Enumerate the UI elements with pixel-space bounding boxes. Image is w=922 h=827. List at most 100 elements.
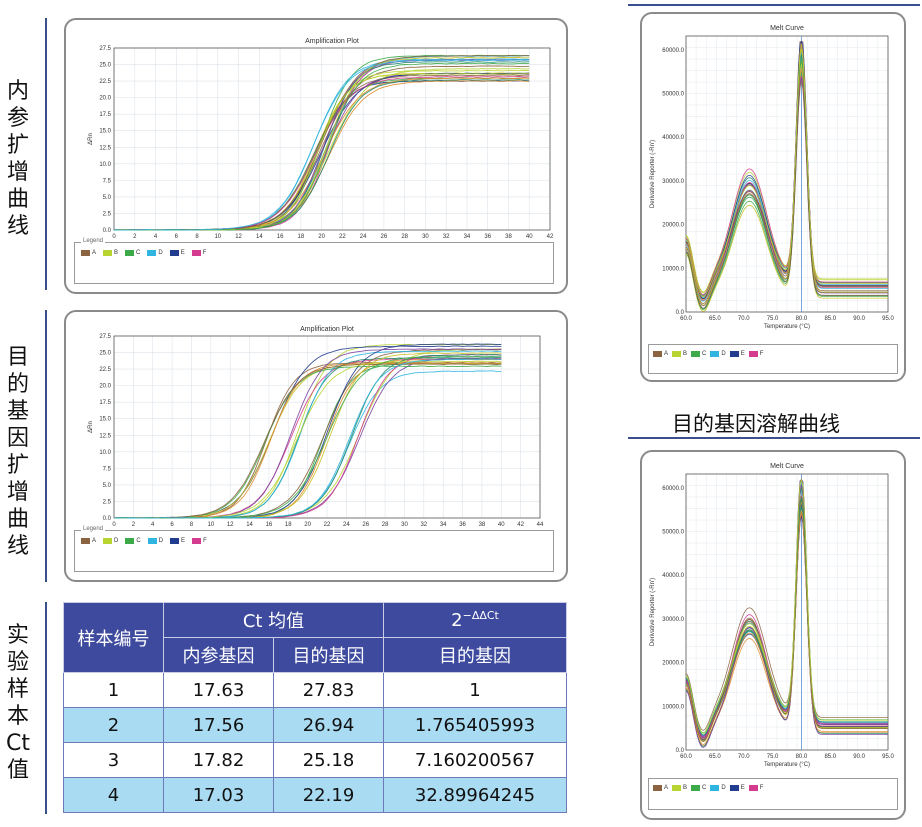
x-tick-label: 6 [170, 522, 174, 528]
legend-swatch [710, 351, 720, 357]
table-row: 3 17.82 25.18 7.160200567 [63, 742, 568, 778]
legend-label: A [92, 250, 97, 256]
x-tick-label: 80.0 [796, 316, 808, 322]
melt-curve [685, 44, 888, 296]
y-tick-label: 20000.0 [662, 223, 684, 229]
melt-curve [685, 511, 888, 745]
header-ddct-base: 2 [451, 610, 463, 631]
legend-label: A [664, 785, 669, 791]
x-tick-label: 26 [381, 234, 388, 240]
melt-curve-chart-bottom: Melt Curve 0.0 10000.0 20000.0 30000.0 40000.… [650, 463, 894, 768]
x-tick-label: 38 [505, 234, 512, 240]
y-tick-label: 30000.0 [662, 179, 684, 185]
legend-swatch [691, 351, 701, 357]
x-tick-label: 85.0 [824, 316, 836, 322]
header-target: 目的基因 [272, 637, 385, 673]
legend-swatch [691, 785, 701, 791]
legend-label: C [702, 351, 707, 357]
melt-curve [685, 68, 888, 301]
x-tick-label: 14 [246, 522, 253, 528]
top-rule [628, 4, 920, 6]
x-axis-label: Temperature (°C) [764, 762, 810, 768]
target-amplification-panel: Amplification Plot 0.0 2.5 5.0 7.5 10.0 12.5 15… [64, 310, 568, 582]
y-tick-label: 40000.0 [662, 573, 684, 579]
melt-curve [685, 60, 888, 312]
x-tick-label: 36 [484, 234, 491, 240]
y-tick-label: 10.0 [99, 162, 111, 168]
section-divider-ref [45, 18, 47, 290]
legend-title: Legend [81, 238, 106, 244]
header-ct-group: Ct 均值 [162, 602, 385, 638]
amplification-curve [113, 358, 502, 519]
x-tick-label: 28 [401, 234, 408, 240]
legend-label: C [136, 538, 141, 544]
legend-swatch [192, 538, 202, 544]
header-ddct-exponent: −ΔΔCt [462, 609, 499, 622]
x-axis-label: Temperature (°C) [764, 324, 810, 330]
x-tick-label: 16 [277, 234, 284, 240]
table-row: 2 17.56 26.94 1.765405993 [63, 707, 568, 743]
legend-item: A [81, 250, 96, 256]
legend-swatch [170, 538, 180, 544]
x-tick-label: 24 [343, 522, 350, 528]
melt-curve [685, 48, 888, 297]
legend-item: D [147, 250, 163, 256]
y-tick-label: 10000.0 [662, 266, 684, 272]
plot-frame [113, 47, 551, 231]
cell-id: 3 [63, 742, 164, 778]
x-tick-label: 65.0 [709, 754, 721, 760]
x-tick-label: 90.0 [853, 754, 865, 760]
cell-ratio: 7.160200567 [383, 742, 568, 778]
legend-label: B [683, 351, 688, 357]
y-tick-label: 22.5 [99, 79, 111, 85]
y-tick-label: 0.0 [103, 228, 112, 234]
legend-item: D [710, 785, 726, 791]
legend-item: C [691, 351, 706, 357]
y-axis-label: Derivative Reporter (-Rn') [650, 140, 656, 208]
legend-swatch [147, 250, 157, 256]
legend-item: C [691, 785, 706, 791]
melt-legend-bottom: A B C D E F [648, 778, 898, 810]
amplification-curve [114, 363, 502, 519]
legend-swatch [125, 538, 135, 544]
y-tick-label: 20.0 [99, 96, 111, 102]
legend-item: E [169, 250, 185, 256]
melt-caption: 目的基因溶解曲线 [672, 412, 840, 436]
chart-title: Melt Curve [770, 463, 804, 470]
legend-label: E [740, 351, 745, 357]
target-curve-label: 目的基因扩增曲线 [6, 345, 29, 559]
x-tick-label: 8 [195, 234, 199, 240]
legend-item: D [147, 538, 163, 544]
legend-label: E [180, 250, 185, 256]
x-tick-label: 95.0 [882, 316, 894, 322]
legend-label: F [203, 538, 207, 544]
x-tick-label: 44 [537, 522, 544, 528]
header-sample: 样本编号 [63, 602, 164, 673]
melt-curve [685, 478, 888, 742]
x-tick-label: 20 [304, 522, 311, 528]
y-tick-label: 7.5 [103, 178, 112, 184]
melt-curve [685, 484, 888, 748]
chart-title: Amplification Plot [305, 38, 359, 45]
y-tick-label: 7.5 [103, 466, 112, 472]
legend-item: E [729, 785, 745, 791]
ref-curve-label: 内参扩增曲线 [6, 79, 29, 239]
y-axis-label: ΔRn [88, 421, 94, 433]
y-tick-label: 5.0 [103, 483, 112, 489]
legend-swatch [748, 351, 758, 357]
melt-curve [685, 479, 888, 734]
legend-item: B [672, 351, 687, 357]
y-tick-label: 50000.0 [662, 92, 684, 98]
y-tick-label: 17.5 [99, 112, 111, 118]
legend-label: E [740, 785, 745, 791]
x-tick-label: 30 [401, 522, 408, 528]
legend-label: D [114, 538, 119, 544]
cell-target: 25.18 [272, 742, 385, 778]
legend-swatch [653, 351, 662, 357]
legend-swatch [710, 785, 720, 791]
melt-curve [685, 59, 888, 311]
legend-swatch [191, 250, 201, 256]
melt-curve [685, 498, 888, 736]
legend-swatch [125, 250, 135, 256]
x-tick-label: 12 [235, 234, 242, 240]
